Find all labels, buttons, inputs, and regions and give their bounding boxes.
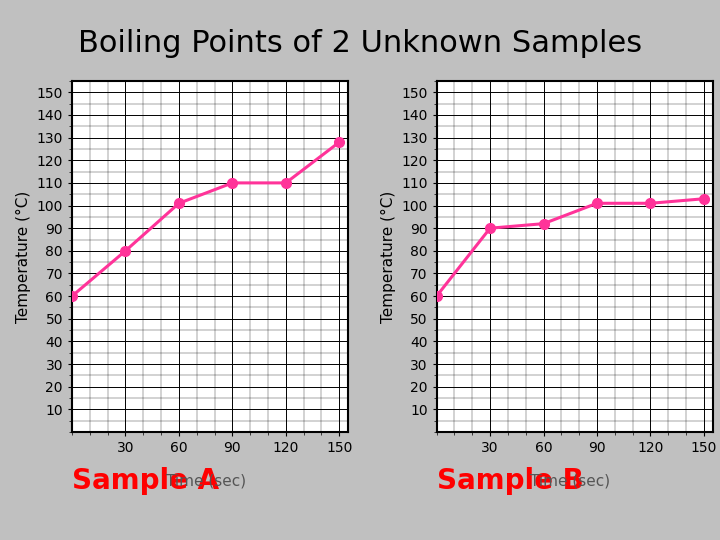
Text: Time (sec): Time (sec) (530, 473, 611, 488)
Y-axis label: Temperature (°C): Temperature (°C) (16, 191, 31, 322)
Y-axis label: Temperature (°C): Temperature (°C) (380, 191, 395, 322)
Text: Time (sec): Time (sec) (166, 473, 246, 488)
Text: Sample A: Sample A (72, 467, 219, 495)
Text: Sample B: Sample B (436, 467, 583, 495)
Text: Boiling Points of 2 Unknown Samples: Boiling Points of 2 Unknown Samples (78, 29, 642, 58)
